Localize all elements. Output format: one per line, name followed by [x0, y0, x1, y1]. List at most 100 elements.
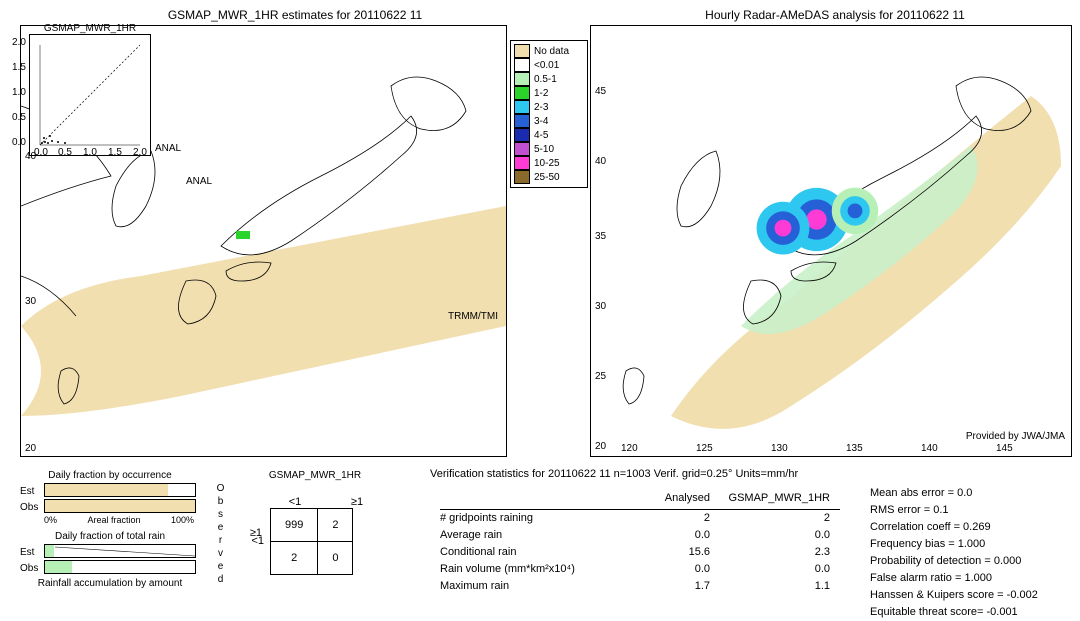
trmm-label: TRMM/TMI — [448, 311, 498, 322]
score-line: Hanssen & Kuipers score = -0.002 — [870, 587, 1038, 604]
legend-swatch — [514, 100, 530, 114]
legend-swatch — [514, 170, 530, 184]
hdr-analysed: Analysed — [620, 490, 710, 507]
r-lat-40: 40 — [595, 156, 606, 167]
r-lon-125: 125 — [696, 443, 713, 454]
score-line: Probability of detection = 0.000 — [870, 553, 1038, 570]
vtable-row: Rain volume (mm*km²x10⁴)0.00.0 — [440, 561, 840, 578]
obs-label-2: Obs — [20, 563, 40, 574]
right-map: 120 125 130 135 140 145 20 25 30 35 40 4… — [590, 25, 1072, 457]
legend-row: No data — [514, 44, 584, 58]
anal-label: ANAL — [186, 176, 212, 187]
score-line: RMS error = 0.1 — [870, 502, 1038, 519]
r-lat-30: 30 — [595, 301, 606, 312]
est-label-2: Est — [20, 547, 40, 558]
c10: 2 — [271, 541, 318, 574]
provider-label: Provided by JWA/JMA — [966, 431, 1065, 442]
inset-title: GSMAP_MWR_1HR — [30, 23, 150, 34]
left-map: GSMAP_MWR_1HR 2.0 1.5 1.0 0.5 0.0 0.0 0.… — [20, 25, 507, 457]
score-line: Frequency bias = 1.000 — [870, 536, 1038, 553]
legend-row: 2-3 — [514, 100, 584, 114]
legend-label: No data — [534, 46, 569, 57]
inset-xlabel: ANAL — [155, 143, 181, 154]
c00: 999 — [271, 508, 318, 541]
verif-table: Analysed GSMAP_MWR_1HR # gridpoints rain… — [440, 490, 840, 595]
right-map-svg — [591, 26, 1071, 456]
est-totalrain-bar — [44, 544, 196, 558]
legend-label: 0.5-1 — [534, 74, 557, 85]
r-lon-120: 120 — [621, 443, 638, 454]
vtable-row: Average rain0.00.0 — [440, 527, 840, 544]
contingency-table: 9992 20 — [270, 508, 353, 575]
inset-xtick-05: 0.5 — [58, 147, 72, 158]
c01: 2 — [318, 508, 353, 541]
fraction-bars: Daily fraction by occurrence Est Obs 0% … — [20, 470, 200, 589]
r-lat-45: 45 — [595, 86, 606, 97]
score-line: False alarm ratio = 1.000 — [870, 570, 1038, 587]
c11: 0 — [318, 541, 353, 574]
verif-header: Verification statistics for 20110622 11 … — [430, 468, 798, 480]
legend-label: 5-10 — [534, 144, 554, 155]
legend-swatch — [514, 128, 530, 142]
areal-label: Areal fraction — [87, 515, 140, 525]
r-lon-135: 135 — [846, 443, 863, 454]
inset-ytick-05: 0.5 — [12, 112, 26, 123]
col-lt1: <1 — [264, 496, 326, 508]
legend-swatch — [514, 114, 530, 128]
est-label: Est — [20, 486, 40, 497]
left-lat-40: 40 — [25, 151, 36, 162]
legend-swatch — [514, 44, 530, 58]
legend-row: 5-10 — [514, 142, 584, 156]
score-line: Mean abs error = 0.0 — [870, 485, 1038, 502]
legend-label: 2-3 — [534, 102, 548, 113]
contingency-title: GSMAP_MWR_1HR — [215, 470, 415, 481]
legend-label: 3-4 — [534, 116, 548, 127]
vtable-row: Conditional rain15.62.3 — [440, 544, 840, 561]
legend-label: 1-2 — [534, 88, 548, 99]
inset-ytick-1: 1.0 — [12, 87, 26, 98]
col-ge1: ≥1 — [326, 496, 388, 508]
occurrence-title: Daily fraction by occurrence — [20, 470, 200, 481]
inset-ytick-15: 1.5 — [12, 62, 26, 73]
scores-list: Mean abs error = 0.0RMS error = 0.1Corre… — [870, 485, 1038, 621]
obs-occurrence-bar — [44, 499, 196, 513]
r-lon-140: 140 — [921, 443, 938, 454]
r-lon-130: 130 — [771, 443, 788, 454]
left-map-title: GSMAP_MWR_1HR estimates for 20110622 11 — [60, 8, 530, 22]
inset-scatter: GSMAP_MWR_1HR 2.0 1.5 1.0 0.5 0.0 0.0 0.… — [29, 34, 151, 156]
hdr-model: GSMAP_MWR_1HR — [710, 490, 830, 507]
vtable-row: # gridpoints raining22 — [440, 510, 840, 527]
legend-swatch — [514, 58, 530, 72]
legend-label: 10-25 — [534, 158, 560, 169]
legend-label: <0.01 — [534, 60, 559, 71]
legend-swatch — [514, 72, 530, 86]
legend-row: 4-5 — [514, 128, 584, 142]
legend-swatch — [514, 86, 530, 100]
r-lon-145: 145 — [996, 443, 1013, 454]
legend-row: 0.5-1 — [514, 72, 584, 86]
legend-swatch — [514, 156, 530, 170]
legend-row: 25-50 — [514, 170, 584, 184]
inset-ytick-0: 0.0 — [12, 137, 26, 148]
obs-label: Obs — [20, 502, 40, 513]
r-lat-35: 35 — [595, 231, 606, 242]
color-legend: No data <0.01 0.5-1 1-2 2-3 3-44-5 5-10 10-25 25… — [510, 40, 588, 188]
legend-row: 3-4 — [514, 114, 584, 128]
r-lat-20: 20 — [595, 441, 606, 452]
accum-title: Rainfall accumulation by amount — [20, 578, 200, 589]
contingency-block: GSMAP_MWR_1HR Observed <1 ≥1 <1 9992 20 … — [215, 470, 415, 587]
legend-label: 25-50 — [534, 172, 560, 183]
trmm-swath — [21, 206, 506, 416]
score-line: Equitable threat score= -0.001 — [870, 604, 1038, 621]
legend-row: 10-25 — [514, 156, 584, 170]
inset-xtick-2: 2.0 — [133, 147, 147, 158]
left-lat-20: 20 — [25, 443, 36, 454]
totalrain-title: Daily fraction of total rain — [20, 531, 200, 542]
left-lat-30: 30 — [25, 296, 36, 307]
legend-swatch — [514, 142, 530, 156]
inset-ytick-2: 2.0 — [12, 37, 26, 48]
inset-xtick-15: 1.5 — [108, 147, 122, 158]
pct100: 100% — [171, 515, 194, 525]
est-occurrence-bar — [44, 483, 196, 497]
vtable-row: Maximum rain1.71.1 — [440, 578, 840, 595]
